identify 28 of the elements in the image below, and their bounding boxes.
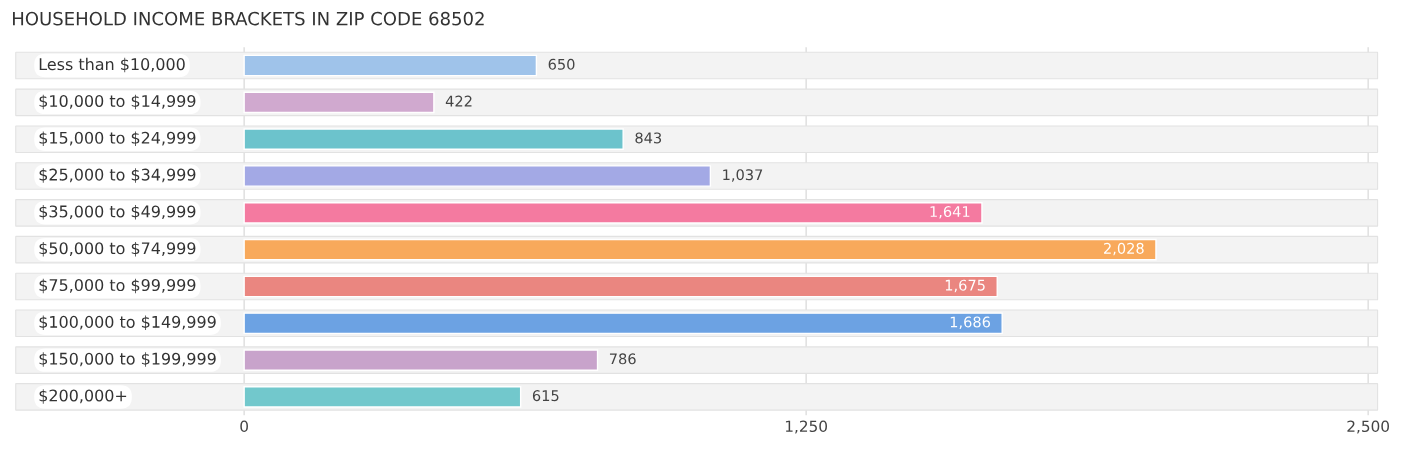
data-label: 1,037 xyxy=(723,169,763,182)
bar xyxy=(243,349,599,371)
x-tick-label: 2,500 xyxy=(1347,420,1390,434)
data-label: 843 xyxy=(635,132,662,144)
data-label: 2,028 xyxy=(1104,242,1144,256)
y-tick-label: $50,000 to $74,999 xyxy=(39,241,196,257)
bar xyxy=(243,386,522,408)
y-tick-label: $200,000+ xyxy=(39,389,127,404)
chart-title: HOUSEHOLD INCOME BRACKETS IN ZIP CODE 68502 xyxy=(13,11,484,26)
data-label: 786 xyxy=(609,353,636,365)
x-tick-label: 1,250 xyxy=(785,420,828,434)
y-tick-label: $75,000 to $99,999 xyxy=(39,278,196,294)
y-tick-label: $100,000 to $149,999 xyxy=(39,315,216,331)
y-tick-label: $25,000 to $34,999 xyxy=(39,168,196,183)
data-label: 422 xyxy=(445,95,472,107)
bar xyxy=(243,91,435,114)
y-tick-label: $10,000 to $14,999 xyxy=(39,94,196,110)
y-tick-label: $150,000 to $199,999 xyxy=(39,352,216,367)
y-tick-label: Less than $10,000 xyxy=(39,57,185,73)
bar xyxy=(243,54,538,77)
data-label: 650 xyxy=(548,58,575,70)
y-tick-label: $35,000 to $49,999 xyxy=(39,205,196,220)
data-label: 1,641 xyxy=(930,206,970,219)
data-label: 1,675 xyxy=(945,279,985,293)
data-label: 1,686 xyxy=(950,316,991,329)
x-tick-label: 0 xyxy=(240,420,248,433)
data-label: 615 xyxy=(532,390,559,402)
y-tick-label: $15,000 to $24,999 xyxy=(39,131,196,146)
